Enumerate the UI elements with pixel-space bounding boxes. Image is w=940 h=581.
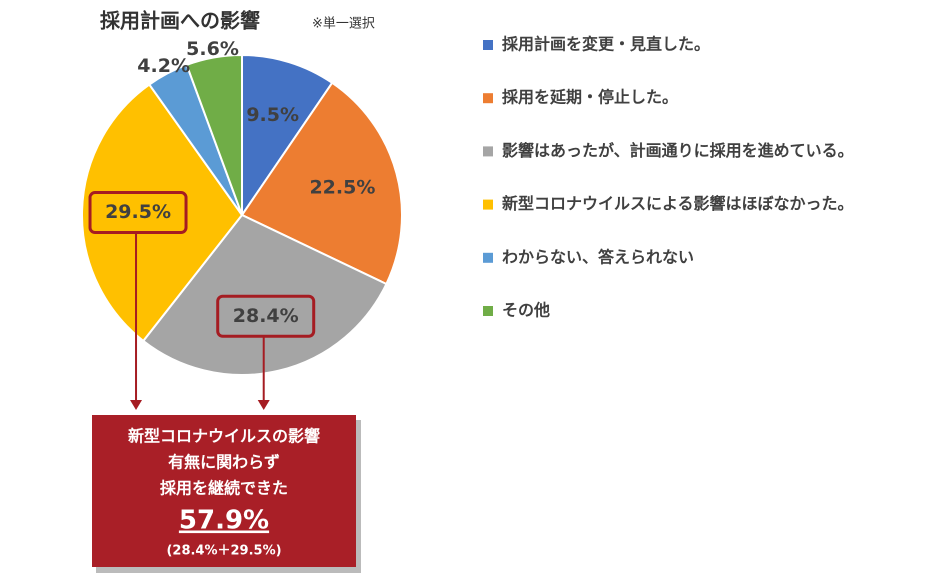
data-label: 22.5% bbox=[309, 176, 375, 198]
pie-slice bbox=[185, 53, 243, 216]
highlight-box bbox=[216, 294, 316, 338]
legend-swatch bbox=[483, 306, 493, 316]
annotation-text: (28.4%＋29.5%) bbox=[166, 544, 281, 559]
legend-label: 影響はあったが、計画通りに採用を進めている。 bbox=[502, 141, 854, 160]
annotation-text: 新型コロナウイルスの影響 bbox=[128, 427, 320, 446]
annotation-text: 有無に関わらず bbox=[168, 453, 280, 472]
data-label: 4.2% bbox=[137, 55, 190, 77]
annotation-box bbox=[92, 415, 356, 567]
legend-swatch bbox=[483, 146, 493, 157]
legend-swatch bbox=[483, 93, 493, 104]
legend-label: 採用計画を変更・見直した。 bbox=[502, 35, 710, 54]
data-label: 9.5% bbox=[246, 104, 299, 126]
data-label: 29.5% bbox=[105, 201, 171, 223]
arrow-head bbox=[130, 400, 143, 410]
legend-label: わからない、答えられない bbox=[502, 247, 694, 266]
chart-title: 採用計画への影響 bbox=[100, 9, 260, 33]
legend-swatch bbox=[483, 199, 493, 210]
chart-subtitle: ※単一選択 bbox=[312, 16, 375, 32]
legend-swatch bbox=[483, 252, 493, 263]
legend-label: 採用を延期・停止した。 bbox=[502, 88, 678, 107]
legend-swatch bbox=[483, 40, 493, 50]
annotation-text: 57.9% bbox=[179, 506, 269, 536]
data-label: 5.6% bbox=[186, 38, 239, 60]
data-label: 28.4% bbox=[233, 305, 299, 327]
pie-slice bbox=[81, 83, 244, 343]
annotation-text: 採用を継続できた bbox=[160, 479, 288, 498]
legend-label: その他 bbox=[502, 301, 550, 320]
arrow-head bbox=[257, 400, 270, 410]
legend-label: 新型コロナウイルスによる影響はほぼなかった。 bbox=[502, 194, 854, 213]
pie-slice bbox=[241, 53, 334, 219]
highlight-box bbox=[88, 191, 188, 235]
